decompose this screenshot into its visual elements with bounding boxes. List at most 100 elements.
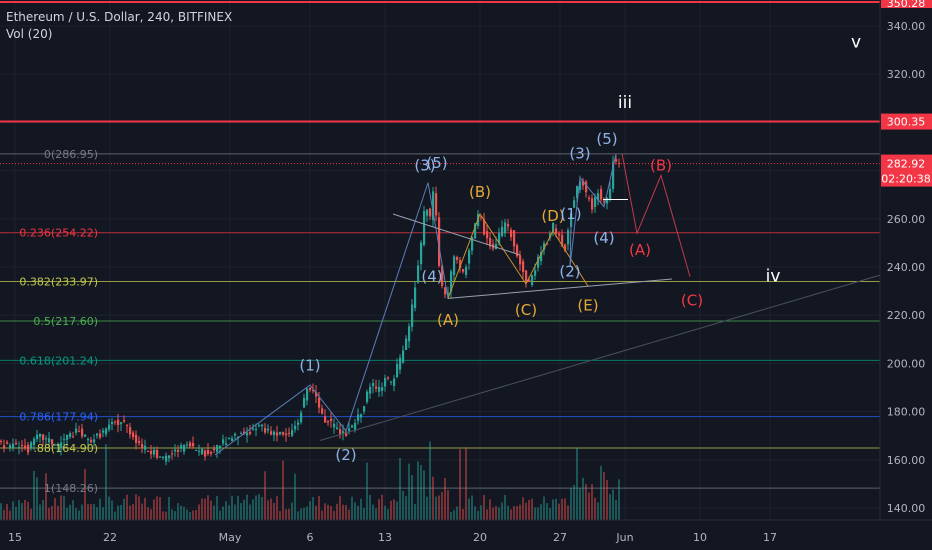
candle-body (297, 422, 300, 425)
candle-body (507, 224, 510, 227)
candle-body (39, 433, 42, 437)
volume-bar (315, 505, 317, 520)
volume-bar (591, 483, 593, 520)
volume-bar (435, 496, 437, 520)
candle-body (333, 423, 336, 428)
volume-bar (438, 495, 440, 520)
volume-bar (120, 504, 122, 520)
candle-body (618, 163, 621, 165)
volume-bar (525, 502, 527, 520)
candle-body (372, 383, 375, 387)
volume-bar (237, 495, 239, 520)
candle-body (369, 386, 372, 394)
candle-body (174, 449, 177, 452)
volume-bar (195, 510, 197, 520)
candle-body (441, 265, 444, 286)
volume-bar (90, 504, 92, 520)
candle-body (261, 424, 264, 427)
volume-bar (180, 505, 182, 520)
volume-bar (360, 498, 362, 520)
volume-bar (396, 501, 398, 520)
volume-bar (186, 509, 188, 520)
wave-label: (5) (426, 154, 447, 172)
volume-bar (357, 505, 359, 520)
fib-level-label: 0.618(201.24) (19, 354, 98, 367)
volume-bar (135, 494, 137, 520)
last-price-value: 282.92 (887, 158, 926, 171)
y-tick-label: 200.00 (887, 357, 926, 370)
candle-body (354, 423, 357, 431)
volume-bar (9, 510, 11, 520)
volume-bar (96, 507, 98, 520)
volume-bar (192, 510, 194, 520)
volume-bar (582, 477, 584, 520)
volume-bar (198, 504, 200, 520)
candle-body (285, 433, 288, 436)
volume-bar (273, 502, 275, 520)
volume-bar (48, 507, 50, 520)
volume-bar (402, 490, 404, 520)
volume-bar (93, 503, 95, 520)
candle-body (246, 432, 249, 436)
candle-body (453, 256, 456, 275)
volume-bar (543, 496, 545, 520)
candle-body (192, 442, 195, 447)
candle-body (141, 444, 144, 449)
candle-body (384, 377, 387, 387)
wave-line-primary (214, 182, 449, 456)
volume-bar (132, 504, 134, 520)
candle-body (132, 432, 135, 438)
volume-bar (60, 495, 62, 520)
volume-bar (78, 510, 80, 520)
volume-bar (117, 505, 119, 520)
volume-bar (390, 500, 392, 520)
volume-bar (372, 504, 374, 520)
volume-bar (411, 475, 413, 520)
volume-bar (531, 498, 533, 520)
candle-body (84, 434, 87, 437)
candle-body (255, 428, 258, 430)
fib-level-label: 0.382(233.97) (19, 276, 98, 289)
fib-level-label: 0(286.95) (44, 148, 98, 161)
candle-body (81, 428, 84, 437)
candle-body (183, 444, 186, 452)
candle-body (111, 421, 114, 424)
volume-bar (441, 492, 443, 520)
wave-label: (3) (569, 145, 590, 163)
candle-body (204, 450, 207, 457)
wave-label: (B) (650, 157, 672, 175)
x-tick-label: 22 (103, 531, 117, 544)
volume-bar (486, 509, 488, 520)
volume-bar (546, 503, 548, 520)
candle-body (609, 188, 612, 199)
volume-bar (150, 509, 152, 520)
volume-bar (477, 510, 479, 520)
candle-body (144, 445, 147, 450)
candle-body (117, 419, 120, 426)
volume-bar (516, 506, 518, 520)
candle-body (12, 443, 15, 449)
candle-body (114, 421, 117, 423)
y-tick-label: 180.00 (887, 406, 926, 419)
volume-bar (252, 499, 254, 520)
volume-bar (576, 447, 578, 520)
volume-bar (309, 501, 311, 520)
volume-bar (573, 484, 575, 520)
volume-bar (462, 508, 464, 520)
candle-body (207, 449, 210, 455)
volume-bar (453, 510, 455, 520)
volume-bar (258, 494, 260, 520)
fib-level-label: 0.236(254.22) (19, 227, 98, 240)
candle-body (543, 243, 546, 250)
volume-bar (417, 461, 419, 520)
candle-body (315, 392, 318, 397)
price-level-tag (881, 113, 932, 130)
candle-body (432, 191, 435, 220)
volume-bar (165, 511, 167, 520)
volume-bar (429, 441, 431, 520)
candle-body (27, 444, 30, 453)
wave-label: (A) (437, 311, 459, 329)
candle-body (570, 213, 573, 228)
candle-body (54, 444, 57, 446)
